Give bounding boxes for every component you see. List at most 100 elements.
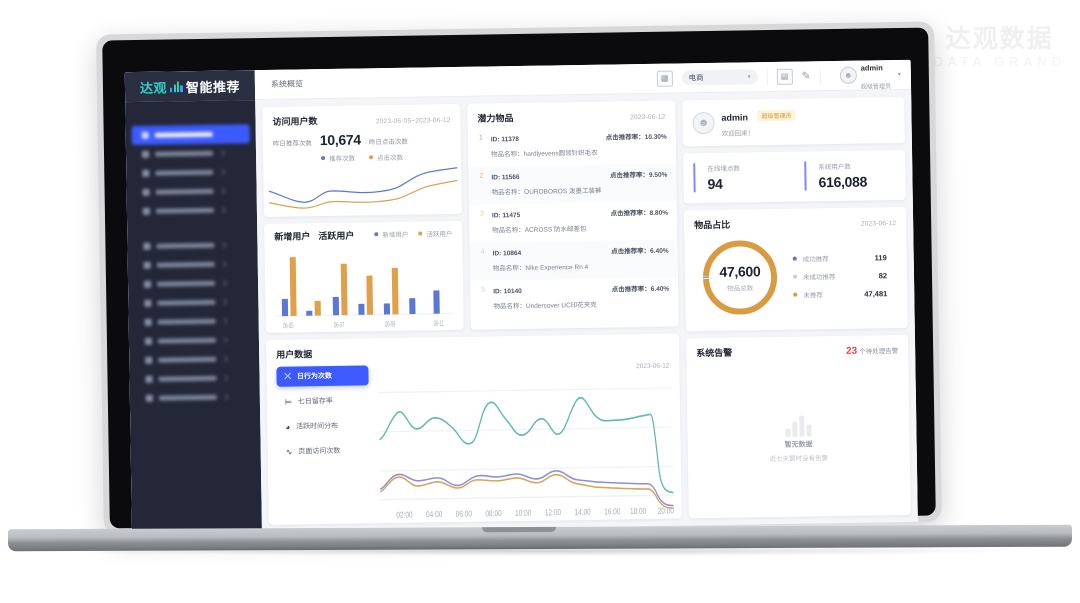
card-date-range: 2023-06-05~2023-06-12 [375, 117, 451, 126]
item-id: ID: 11475 [491, 211, 521, 220]
list-item[interactable]: 3 ID: 11475 点击推荐率：8.80% 物品名称：ACROSS 防水邮 [469, 202, 678, 243]
sidebar-item-icon [141, 150, 150, 158]
card-title-active: 活跃用户 [318, 230, 355, 241]
sidebar-item-6[interactable] [133, 235, 251, 256]
legend-label: 推荐次数 [329, 155, 356, 163]
legend-item[interactable]: 新增用户 [374, 229, 408, 240]
sidebar-item-3[interactable] [132, 162, 250, 183]
metric-1-value: 10,674 [319, 131, 361, 149]
legend-item[interactable]: 未成功推荐 82 [792, 270, 899, 282]
metric-2-label: 昨日点击次数 [368, 138, 408, 147]
sidebar-item-8[interactable] [134, 273, 252, 294]
stats-card: 在线埋点数 94 系统用户数 616,088 [683, 149, 906, 204]
sidebar-item-9[interactable] [134, 292, 252, 313]
sidebar-item-label [157, 280, 216, 287]
legend-item[interactable]: 点击次数 [369, 152, 403, 163]
grid-icon[interactable]: ▦ [656, 70, 673, 87]
new-active-bar-chart: 06-05 06-07 06-09 06-11 [264, 239, 463, 333]
card-date: 2023-06-12 [860, 220, 897, 228]
tab-label: 日行为次数 [296, 372, 332, 381]
sidebar-item-10[interactable] [135, 311, 253, 332]
tab-seven-day-retention[interactable]: ⊨ 七日留存率 [277, 390, 369, 411]
legend-item[interactable]: 未推荐 47,481 [793, 288, 899, 300]
visit-line-chart-svg [268, 167, 458, 209]
item-rate: 点击推荐率：6.40% [611, 247, 669, 256]
sidebar-item-icon [142, 188, 150, 196]
sidebar-item-4[interactable] [132, 181, 250, 202]
svg-text:06-07: 06-07 [334, 321, 345, 330]
welcome-user-name: admin [721, 112, 749, 123]
document-icon[interactable]: ▤ [776, 68, 793, 85]
legend-dot [793, 292, 798, 297]
bar-chart-empty-icon [785, 414, 812, 437]
sidebar-item-label [158, 356, 217, 363]
card-header: 潜力物品 2023-06-12 [467, 101, 675, 127]
sidebar-group-label [139, 226, 257, 234]
tab-active-time-distribution[interactable]: ◕ 活跃时间分布 [277, 415, 369, 436]
welcome-card: ☻ admin 超级管理员 欢迎回来！ [682, 96, 905, 147]
legend-label: 活跃用户 [426, 231, 453, 239]
list-item[interactable]: 5 ID: 10140 点击推荐率：6.40% 物品名称：Undercover [470, 278, 679, 319]
legend-label: 未成功推荐 [802, 274, 836, 282]
sidebar-item-14[interactable] [136, 387, 254, 408]
stat-value: 616,088 [818, 173, 868, 191]
breadcrumb: 系统概览 [270, 79, 303, 89]
user-data-chart-svg: 02:00 04:00 06:00 08:00 10:00 12:00 14:0… [378, 387, 674, 520]
shuffle-icon: ⤫ [284, 371, 291, 381]
chevron-right-icon [220, 298, 228, 306]
legend-dot [321, 156, 326, 161]
alarm-count-number: 23 [845, 345, 858, 357]
welcome-row: ☻ admin 超级管理员 欢迎回来！ [682, 97, 905, 146]
sidebar-item-5[interactable] [133, 200, 251, 221]
bar-chart-svg: 06-05 06-07 06-09 06-11 [275, 256, 454, 330]
item-rate: 点击推荐率：10.30% [605, 133, 667, 142]
legend-item[interactable]: 活跃用户 [418, 228, 452, 239]
new-active-users-card: 新增用户 活跃用户 新增用户 [264, 220, 464, 333]
laptop-screen: 达观 智能推荐 系统概览 ▦ 电商 ▾ [124, 59, 918, 535]
tab-daily-behavior[interactable]: ⤫ 日行为次数 [276, 365, 369, 387]
stat-label: 系统用户数 [818, 163, 851, 172]
item-ratio-donut: 47,600 物品总数 [696, 234, 783, 321]
funnel-icon: ⊨ [284, 397, 292, 407]
list-item[interactable]: 4 ID: 10864 点击推荐率：6.40% 物品名称：Nike Exper [469, 239, 679, 281]
card-title: 访问用户数 [272, 116, 318, 127]
legend-label: 点击次数 [377, 154, 404, 163]
app-logo[interactable]: 达观 智能推荐 [124, 70, 256, 103]
potential-items-list: 1 ID: 11378 点击推荐率：10.30% 物品名称：hardlyeve [468, 124, 679, 330]
divider [766, 68, 768, 85]
chevron-right-icon [221, 355, 229, 363]
svg-text:18:00: 18:00 [630, 506, 646, 516]
project-select[interactable]: 电商 ▾ [681, 69, 758, 86]
sidebar-item-icon [143, 280, 152, 288]
sidebar-item-7[interactable] [134, 254, 252, 275]
sidebar-item-2[interactable] [132, 143, 250, 164]
tab-label: 七日留存率 [297, 397, 333, 406]
sidebar-item-label [154, 131, 213, 138]
user-menu[interactable]: ☻ admin 超级管理员 ▾ [839, 60, 902, 94]
card-title: 系统告警 [696, 347, 733, 359]
sidebar-item-icon [142, 169, 150, 177]
sidebar-item-12[interactable] [135, 349, 253, 370]
list-item[interactable]: 2 ID: 11566 点击推荐率：9.50% 物品名称：OUROBOROS [468, 163, 677, 205]
legend-value: 47,481 [864, 288, 888, 299]
sidebar-item-11[interactable] [135, 330, 253, 351]
list-item[interactable]: 1 ID: 11378 点击推荐率：10.30% 物品名称：hardlyeve [468, 126, 677, 167]
user-role: 超级管理员 [860, 83, 892, 91]
item-rank: 4 [480, 248, 485, 256]
legend-item[interactable]: 推荐次数 [321, 153, 355, 164]
visit-users-card: 访问用户数 2023-06-05~2023-06-12 昨日推荐次数 10,67… [262, 103, 462, 217]
item-rank: 5 [481, 286, 486, 294]
legend-dot [792, 274, 798, 279]
sidebar-item-13[interactable] [135, 368, 253, 389]
chevron-right-icon [218, 187, 226, 195]
tab-page-visits[interactable]: ∿ 页面访问次数 [278, 440, 370, 461]
legend-item[interactable]: 成功推荐 119 [792, 252, 899, 264]
chevron-right-icon [219, 241, 227, 249]
app-body: 访问用户数 2023-06-05~2023-06-12 昨日推荐次数 10,67… [125, 89, 918, 535]
card-date: 2023-06-12 [636, 362, 670, 371]
visit-line-chart [263, 161, 462, 217]
sidebar-item-overview[interactable] [131, 124, 250, 146]
pencil-icon[interactable]: ✎ [801, 70, 811, 83]
